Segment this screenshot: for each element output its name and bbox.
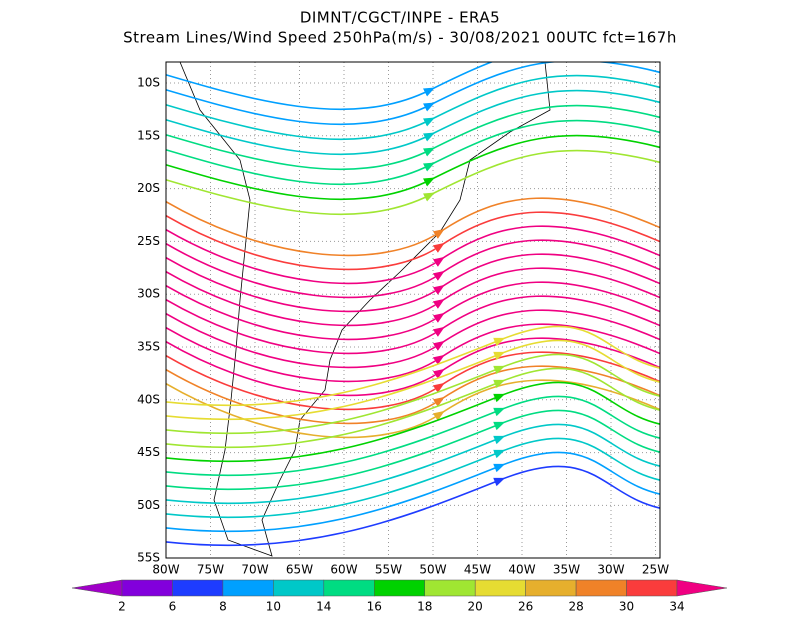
streamline: [166, 437, 660, 519]
streamline: [166, 465, 660, 547]
title: DIMNT/CGCT/INPE - ERA5: [300, 9, 500, 27]
colorbar-segment: [575, 579, 627, 597]
streamline: [166, 281, 660, 341]
lat-label: 30S: [137, 287, 160, 301]
lat-label: 10S: [137, 76, 160, 90]
lat-label: 20S: [137, 181, 160, 195]
colorbar-label: 8: [219, 600, 227, 614]
streamline: [166, 253, 660, 313]
colorbar-label: 10: [266, 600, 281, 614]
colorbar-segment: [424, 579, 476, 597]
streamline: [166, 295, 660, 355]
streamline: [166, 323, 660, 383]
streamline: [166, 353, 660, 435]
streamline: [166, 149, 660, 216]
lon-label: 55W: [375, 563, 402, 577]
lat-label: 40S: [137, 392, 160, 406]
colorbar-segment: [374, 579, 425, 597]
streamline: [166, 134, 660, 201]
lat-label: 45S: [137, 445, 160, 459]
streamline: [166, 225, 660, 285]
colorbar-tri-right: [676, 579, 728, 597]
streamline: [166, 365, 660, 425]
streamline: [166, 309, 660, 369]
colorbar-segment: [323, 579, 375, 597]
lon-label: 25W: [642, 563, 669, 577]
colorbar-label: 28: [568, 600, 583, 614]
streamline: [166, 62, 494, 111]
streamline: [166, 74, 660, 141]
colorbar-segment: [172, 579, 224, 597]
lat-label: 55S: [137, 551, 160, 565]
map-frame: [165, 61, 661, 559]
colorbar-label: 26: [518, 600, 533, 614]
streamline: [166, 267, 660, 327]
lon-label: 40W: [508, 563, 535, 577]
colorbar-segment: [626, 579, 678, 597]
streamline: [166, 211, 660, 271]
streamline: [166, 62, 660, 126]
colorbar-segment: [525, 579, 577, 597]
streamline: [166, 104, 660, 171]
streamline: [166, 351, 660, 411]
lon-label: 75W: [197, 563, 224, 577]
lat-label: 35S: [137, 340, 160, 354]
streamline: [166, 239, 660, 299]
streamline: [166, 395, 660, 477]
subtitle: Stream Lines/Wind Speed 250hPa(m/s) - 30…: [123, 29, 677, 47]
streamline: [166, 367, 660, 449]
lon-label: 60W: [330, 563, 357, 577]
colorbar-label: 6: [169, 600, 177, 614]
streamline: [166, 197, 660, 257]
colorbar-label: 2: [118, 600, 126, 614]
coastline: [179, 62, 551, 557]
colorbar-tri-left: [71, 579, 123, 597]
streamline: [166, 451, 660, 533]
lon-label: 50W: [419, 563, 446, 577]
colorbar-label: 16: [367, 600, 382, 614]
colorbar-segment: [121, 579, 173, 597]
streamline: [166, 339, 660, 421]
lon-label: 65W: [286, 563, 313, 577]
colorbar-segment: [222, 579, 274, 597]
streamline: [166, 379, 660, 439]
streamline: [166, 119, 660, 186]
map-area: [166, 62, 660, 558]
colorbar-label: 34: [669, 600, 684, 614]
lat-label: 15S: [137, 128, 160, 142]
streamline: [166, 423, 660, 505]
lat-label: 50S: [137, 498, 160, 512]
streamline: [166, 89, 660, 156]
colorbar-label: 14: [316, 600, 331, 614]
colorbar-label: 20: [468, 600, 483, 614]
lon-label: 70W: [241, 563, 268, 577]
colorbar-segment: [474, 579, 526, 597]
lon-label: 30W: [597, 563, 624, 577]
streamline: [166, 337, 660, 397]
colorbar-segment: [273, 579, 325, 597]
colorbar-label: 30: [619, 600, 634, 614]
colorbar-label: 18: [417, 600, 432, 614]
streamline: [166, 409, 660, 491]
lon-label: 45W: [464, 563, 491, 577]
streamline: [166, 325, 660, 407]
lon-label: 35W: [553, 563, 580, 577]
streamline: [166, 381, 660, 463]
lon-label: 80W: [152, 563, 179, 577]
lat-label: 25S: [137, 234, 160, 248]
